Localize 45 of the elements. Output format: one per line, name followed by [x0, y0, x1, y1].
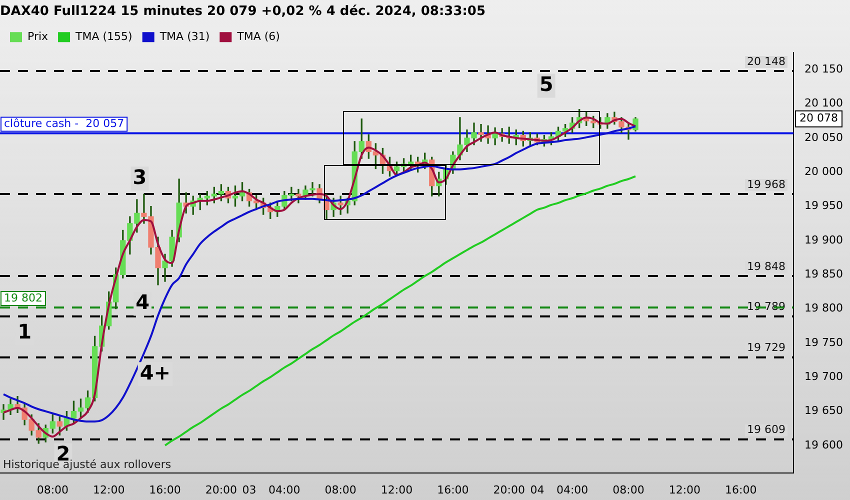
x-tick-label: 20:00 — [493, 483, 525, 496]
annotation: 5 — [539, 72, 554, 96]
y-tick-label: 19 950 — [804, 199, 844, 212]
x-tick-label: 08:00 — [36, 483, 69, 496]
y-tick-label: 19 700 — [804, 370, 844, 384]
y-tick-label: 19 800 — [804, 302, 844, 315]
ref-line-label: 19 968 — [747, 178, 786, 191]
x-tick-label: 12:00 — [668, 483, 701, 496]
x-tick-label: 08:00 — [324, 483, 356, 496]
x-tick-label: 12:00 — [92, 483, 125, 496]
legend-label: TMA (155) — [74, 30, 132, 43]
ref-line-label: 19 848 — [747, 260, 786, 273]
annotation: 4+ — [140, 360, 171, 384]
annotation: 3 — [132, 164, 147, 189]
y-tick-label: 20 150 — [804, 62, 844, 76]
x-tick-label: 04:00 — [556, 483, 588, 496]
annotation: 4 — [136, 290, 150, 314]
x-tick-label: 16:00 — [724, 483, 757, 496]
legend-label: Prix — [28, 30, 49, 43]
y-tick-label: 20 100 — [804, 96, 844, 110]
y-tick-label: 19 900 — [804, 233, 844, 246]
y-tick-label: 19 600 — [804, 438, 844, 452]
annotation: 1 — [18, 319, 32, 344]
ref-line-label: 20 148 — [747, 54, 786, 68]
text: 20 078 — [800, 112, 838, 125]
ref-line-label: 19 802 — [4, 291, 42, 304]
x-tick-label: 08:00 — [612, 483, 644, 496]
y-tick-label: 19 650 — [804, 404, 844, 418]
y-tick-label: 19 750 — [804, 336, 844, 349]
x-tick-label: 04 — [530, 483, 544, 496]
legend-label: TMA (31) — [158, 30, 210, 43]
y-tick-label: 20 000 — [804, 165, 844, 178]
x-tick-label: 04:00 — [268, 483, 300, 496]
y-tick-label: 19 850 — [804, 268, 844, 281]
y-tick-label: 20 050 — [804, 130, 844, 144]
chart-title: DAX40 Full1224 15 minutes 20 079 +0,02 % 4 déc. 2024, 08:33:05 — [0, 4, 486, 20]
x-tick-label: 20:00 — [205, 483, 238, 496]
x-tick-label: 03 — [242, 483, 256, 496]
x-tick-label: 12:00 — [380, 483, 413, 496]
ref-line-label: clôture cash - 20 057 — [4, 117, 124, 130]
x-tick-label: 16:00 — [149, 483, 181, 496]
ref-line-label: 19 609 — [747, 423, 786, 436]
x-tick-label: 16:00 — [437, 483, 469, 496]
legend-label: TMA (6) — [236, 30, 280, 43]
ref-line-label: 19 729 — [747, 341, 786, 354]
